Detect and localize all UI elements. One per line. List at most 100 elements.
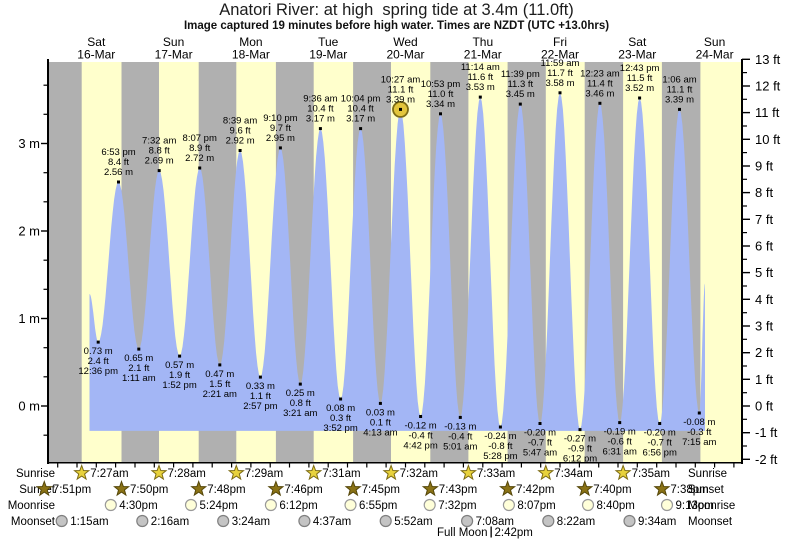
- tide-extreme-dot: [178, 354, 182, 358]
- y-tick-right: [742, 58, 750, 60]
- tide-extreme-dot: [318, 127, 322, 131]
- y-tick-right: [742, 111, 750, 114]
- y-axis-left-label: 1 m: [18, 311, 40, 326]
- tide-extreme-dot: [218, 363, 222, 367]
- low-tide-annotation: 0.25 m 0.8 ft 3:21 am: [283, 388, 317, 419]
- x-tick: [404, 463, 407, 468]
- y-tick-right: [742, 218, 750, 220]
- low-tide-annotation: -0.08 m -0.3 ft 7:15 am: [682, 417, 716, 448]
- sunset-star-icon: [421, 480, 439, 497]
- x-tick: [462, 463, 464, 468]
- moonset-time: 9:34am: [638, 516, 676, 528]
- x-tick: [617, 463, 619, 468]
- y-axis-right-label: 10 ft: [755, 132, 781, 147]
- moonrise-time: 6:55pm: [359, 500, 397, 512]
- row-label-moonset-left: Moonset: [11, 516, 56, 528]
- moonrise-icon: [184, 498, 198, 512]
- tide-extreme-dot: [258, 375, 262, 379]
- tide-extreme-dot: [618, 421, 622, 425]
- sunset-star-icon: [344, 480, 362, 497]
- moonrise-time: 8:07pm: [517, 500, 555, 512]
- day-label-date: 19-Mar: [309, 48, 347, 62]
- y-tick-right: [742, 165, 750, 167]
- tide-extreme-dot: [439, 112, 442, 116]
- y-tick-right-minor: [742, 418, 747, 420]
- day-label-dow: Sat: [87, 35, 106, 49]
- tide-extreme-dot: [578, 428, 582, 432]
- day-label-date: 24-Mar: [696, 48, 734, 62]
- row-label-moonset-right: Moonset: [688, 516, 733, 528]
- y-axis-right-label: 13 ft: [755, 52, 781, 67]
- x-tick: [76, 463, 78, 468]
- moonrise-time: 7:32pm: [438, 500, 476, 512]
- moonset-time: 4:37am: [313, 516, 351, 528]
- night-band: [48, 62, 82, 462]
- y-tick-right: [742, 191, 750, 194]
- sunset-star-icon: [653, 480, 671, 497]
- x-tick: [656, 463, 658, 468]
- low-tide-annotation: 0.08 m 0.3 ft 3:52 pm: [323, 403, 357, 434]
- sunset-time: 7:38pm: [670, 484, 708, 496]
- x-tick: [115, 463, 117, 468]
- high-tide-annotation: 11:39 pm 11.3 ft 3.45 m: [501, 69, 540, 100]
- y-tick-right-minor: [742, 232, 747, 234]
- y-tick-right-minor: [742, 338, 747, 340]
- low-tide-annotation: 0.33 m 1.1 ft 2:57 pm: [243, 381, 277, 412]
- sunset-time: 7:42pm: [516, 484, 554, 496]
- y-axis-right-label: 6 ft: [755, 239, 773, 254]
- high-tide-annotation: 12:43 pm 11.5 ft 3.52 m: [620, 63, 660, 94]
- moonset-icon: [542, 514, 555, 528]
- y-tick-right: [742, 245, 750, 247]
- y-tick-right: [742, 325, 750, 327]
- day-label-date: 17-Mar: [155, 48, 193, 62]
- x-tick: [559, 463, 561, 468]
- tide-extreme-dot: [117, 180, 120, 184]
- sunrise-time: 7:32am: [400, 468, 438, 480]
- tide-extreme-dot: [238, 149, 242, 152]
- low-tide-annotation: 0.03 m 0.1 ft 4:13 am: [363, 407, 397, 438]
- high-tide-annotation: 7:32 am 8.8 ft 2.69 m: [142, 136, 176, 167]
- sunset-star-icon: [35, 480, 53, 497]
- x-tick: [211, 463, 213, 468]
- tide-extreme-dot: [378, 401, 382, 405]
- y-tick-left-minor: [43, 288, 48, 290]
- moonset-icon: [461, 514, 474, 528]
- tide-extreme-dot: [157, 169, 161, 173]
- x-tick: [192, 463, 194, 468]
- high-tide-annotation: 9:10 pm 9.7 ft 2.95 m: [263, 113, 297, 144]
- high-tide-annotation: 8:07 pm 8.9 ft 2.72 m: [183, 133, 217, 164]
- y-axis-left-label: 3 m: [18, 136, 40, 151]
- y-tick-right-minor: [742, 178, 747, 180]
- y-tick-right: [742, 85, 750, 87]
- moonset-time: 7:08am: [476, 516, 514, 528]
- moonset-icon: [217, 514, 230, 528]
- row-label-sunrise-left: Sunrise: [16, 468, 55, 480]
- y-tick-right-minor: [742, 98, 747, 100]
- y-axis-right-label: 8 ft: [755, 185, 773, 200]
- y-tick-right-minor: [742, 258, 747, 260]
- tide-extreme-dot: [558, 91, 562, 95]
- day-label-dow: Sun: [163, 35, 184, 49]
- tide-extreme-dot: [339, 397, 343, 401]
- row-label-moonrise-left: Moonrise: [8, 500, 55, 512]
- sunrise-time: 7:33am: [477, 468, 515, 480]
- x-tick: [250, 463, 252, 468]
- x-tick: [95, 463, 97, 468]
- y-axis-right-label: 5 ft: [755, 265, 773, 280]
- y-axis-right-label: 2 ft: [755, 345, 773, 360]
- sunrise-time: 7:27am: [90, 468, 128, 480]
- moonrise-icon: [423, 498, 436, 512]
- high-tide-annotation: 6:53 pm 8.4 ft 2.56 m: [101, 147, 135, 178]
- moonset-icon: [136, 514, 149, 528]
- x-tick: [694, 463, 696, 468]
- y-axis-right-label: 1 ft: [755, 372, 773, 387]
- day-label-date: 23-Mar: [618, 48, 656, 62]
- y-axis-right-label: 11 ft: [755, 105, 780, 120]
- x-tick: [327, 463, 329, 468]
- chart-title: Anatori River: at high spring tide at 3.…: [219, 1, 574, 19]
- tide-extreme-dot: [298, 382, 302, 386]
- moonset-time: 3:24am: [232, 516, 270, 528]
- y-axis-right: [741, 59, 743, 464]
- y-tick-right-minor: [742, 205, 747, 207]
